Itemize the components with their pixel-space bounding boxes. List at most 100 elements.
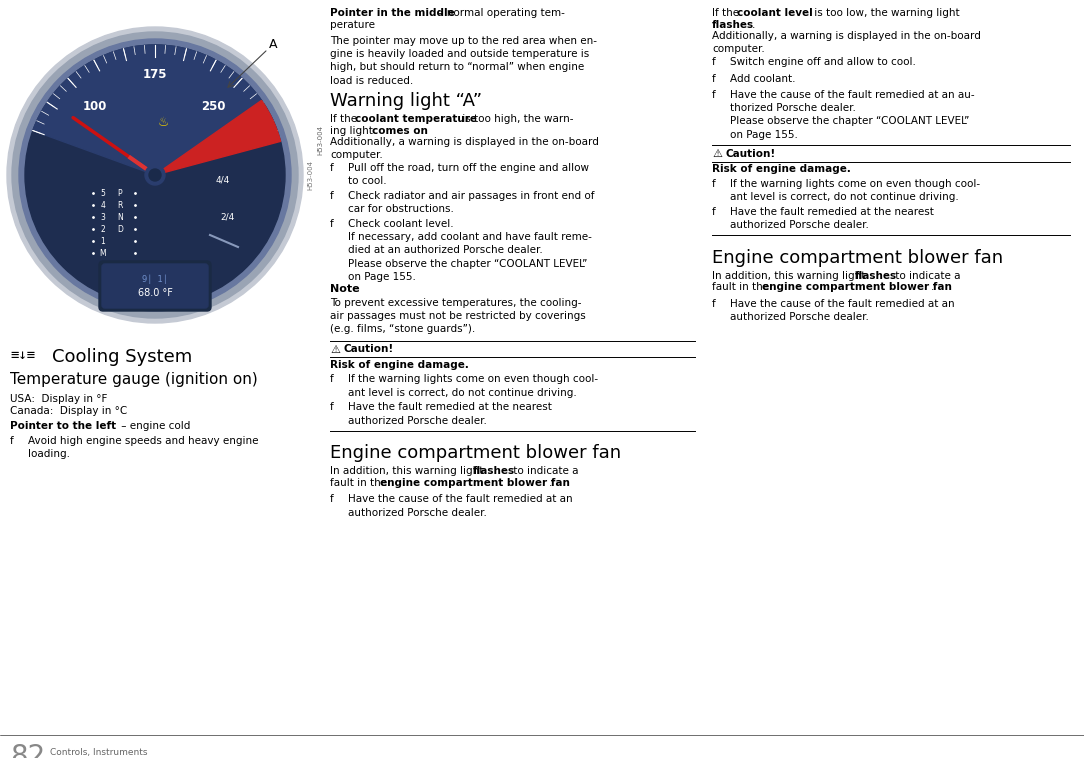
Text: To prevent excessive temperatures, the cooling-
air passages must not be restric: To prevent excessive temperatures, the c… [330,298,585,334]
Text: Have the fault remedied at the nearest
authorized Porsche dealer.: Have the fault remedied at the nearest a… [348,402,552,426]
Text: Pointer to the left: Pointer to the left [10,421,116,431]
Text: Check radiator and air passages in front end of
car for obstructions.: Check radiator and air passages in front… [348,191,594,215]
Text: engine compartment blower fan: engine compartment blower fan [380,478,570,488]
Text: Caution!: Caution! [344,344,395,355]
Text: If the: If the [330,114,360,124]
Text: .: . [931,283,934,293]
Text: to indicate a: to indicate a [892,271,960,281]
Text: ≡↓≡: ≡↓≡ [10,348,35,362]
Text: D: D [117,224,122,233]
Text: 175: 175 [143,68,167,82]
Text: f: f [10,436,14,446]
Text: If the: If the [712,8,743,18]
Text: 2: 2 [101,224,105,233]
Text: N: N [117,212,122,221]
Text: – normal operating tem-: – normal operating tem- [435,8,565,18]
Text: Risk of engine damage.: Risk of engine damage. [330,360,469,370]
Text: M: M [100,249,106,258]
Text: f: f [712,299,715,309]
Text: f: f [712,179,715,189]
Text: 82: 82 [10,743,46,758]
Text: – engine cold: – engine cold [118,421,191,431]
Text: Temperature gauge (ignition on): Temperature gauge (ignition on) [10,372,258,387]
Text: flashes: flashes [473,466,515,477]
Text: Have the fault remedied at the nearest
authorized Porsche dealer.: Have the fault remedied at the nearest a… [730,207,934,230]
Text: perature: perature [330,20,375,30]
Text: 1: 1 [101,236,105,246]
Text: fault in the: fault in the [330,478,390,488]
Text: to indicate a: to indicate a [509,466,579,477]
Text: is too high, the warn-: is too high, the warn- [459,114,573,124]
Text: The pointer may move up to the red area when en-
gine is heavily loaded and outs: The pointer may move up to the red area … [330,36,597,86]
Text: Pointer in the middle: Pointer in the middle [330,8,455,18]
Text: H53-004: H53-004 [307,160,313,190]
Text: ♨: ♨ [157,117,169,130]
Text: ⚠: ⚠ [330,344,340,355]
Text: Risk of engine damage.: Risk of engine damage. [712,164,851,174]
FancyBboxPatch shape [102,264,208,308]
Text: In addition, this warning light: In addition, this warning light [330,466,487,477]
Wedge shape [33,45,278,175]
Text: ing light: ing light [330,126,376,136]
Text: In addition, this warning light: In addition, this warning light [712,271,868,281]
Text: comes on: comes on [372,126,428,136]
Text: 68.0 °F: 68.0 °F [138,288,172,298]
Text: Switch engine off and allow to cool.: Switch engine off and allow to cool. [730,57,916,67]
Text: coolant temperature: coolant temperature [354,114,477,124]
Circle shape [149,169,162,181]
Text: Note: Note [330,284,360,295]
Text: H53-004: H53-004 [317,125,323,155]
Circle shape [12,32,298,318]
Text: 3: 3 [101,212,105,221]
Text: Have the cause of the fault remedied at an au-
thorized Porsche dealer.
Please o: Have the cause of the fault remedied at … [730,90,975,139]
Text: .: . [417,126,421,136]
Text: 9│  1│: 9│ 1│ [142,274,168,283]
Text: Check coolant level.
If necessary, add coolant and have fault reme-
died at an a: Check coolant level. If necessary, add c… [348,219,592,282]
Text: USA:  Display in °F: USA: Display in °F [10,394,107,404]
Text: f: f [712,74,715,83]
Text: f: f [712,207,715,217]
Text: f: f [330,494,334,505]
Text: Pull off the road, turn off the engine and allow
to cool.: Pull off the road, turn off the engine a… [348,163,589,186]
Text: 2/4: 2/4 [220,212,234,221]
Wedge shape [155,101,281,175]
Text: .: . [752,20,756,30]
Text: Controls, Instruments: Controls, Instruments [50,748,147,757]
Text: Canada:  Display in °C: Canada: Display in °C [10,406,127,415]
Text: A: A [269,39,278,52]
Text: If the warning lights come on even though cool-
ant level is correct, do not con: If the warning lights come on even thoug… [348,374,598,398]
Text: Caution!: Caution! [726,149,776,159]
Text: coolant level: coolant level [737,8,813,18]
Text: 250: 250 [201,101,225,114]
Text: Warning light “A”: Warning light “A” [330,92,482,110]
Text: Avoid high engine speeds and heavy engine
loading.: Avoid high engine speeds and heavy engin… [28,436,258,459]
Text: fault in the: fault in the [712,283,773,293]
Circle shape [7,27,304,323]
Text: f: f [712,90,715,100]
FancyBboxPatch shape [99,261,211,311]
Text: f: f [330,163,334,173]
Text: f: f [330,219,334,229]
Text: f: f [330,191,334,201]
Text: f: f [330,402,334,412]
Text: f: f [330,374,334,384]
Text: .: . [549,478,553,488]
Text: flashes: flashes [712,20,754,30]
Text: Additionally, a warning is displayed in the on-board
computer.: Additionally, a warning is displayed in … [330,137,598,160]
Text: 4: 4 [101,201,105,209]
Text: Additionally, a warning is displayed in the on-board
computer.: Additionally, a warning is displayed in … [712,31,981,55]
Text: Have the cause of the fault remedied at an
authorized Porsche dealer.: Have the cause of the fault remedied at … [348,494,572,518]
Circle shape [25,45,285,305]
Text: 4/4: 4/4 [216,176,230,184]
Text: P: P [118,189,122,198]
Text: flashes: flashes [855,271,898,281]
Circle shape [20,39,291,311]
Text: f: f [712,57,715,67]
Text: engine compartment blower fan: engine compartment blower fan [762,283,952,293]
Text: Have the cause of the fault remedied at an
authorized Porsche dealer.: Have the cause of the fault remedied at … [730,299,955,322]
Text: Engine compartment blower fan: Engine compartment blower fan [712,249,1003,267]
Text: Engine compartment blower fan: Engine compartment blower fan [330,444,621,462]
Text: R: R [117,201,122,209]
Text: 100: 100 [82,101,107,114]
Text: Add coolant.: Add coolant. [730,74,796,83]
